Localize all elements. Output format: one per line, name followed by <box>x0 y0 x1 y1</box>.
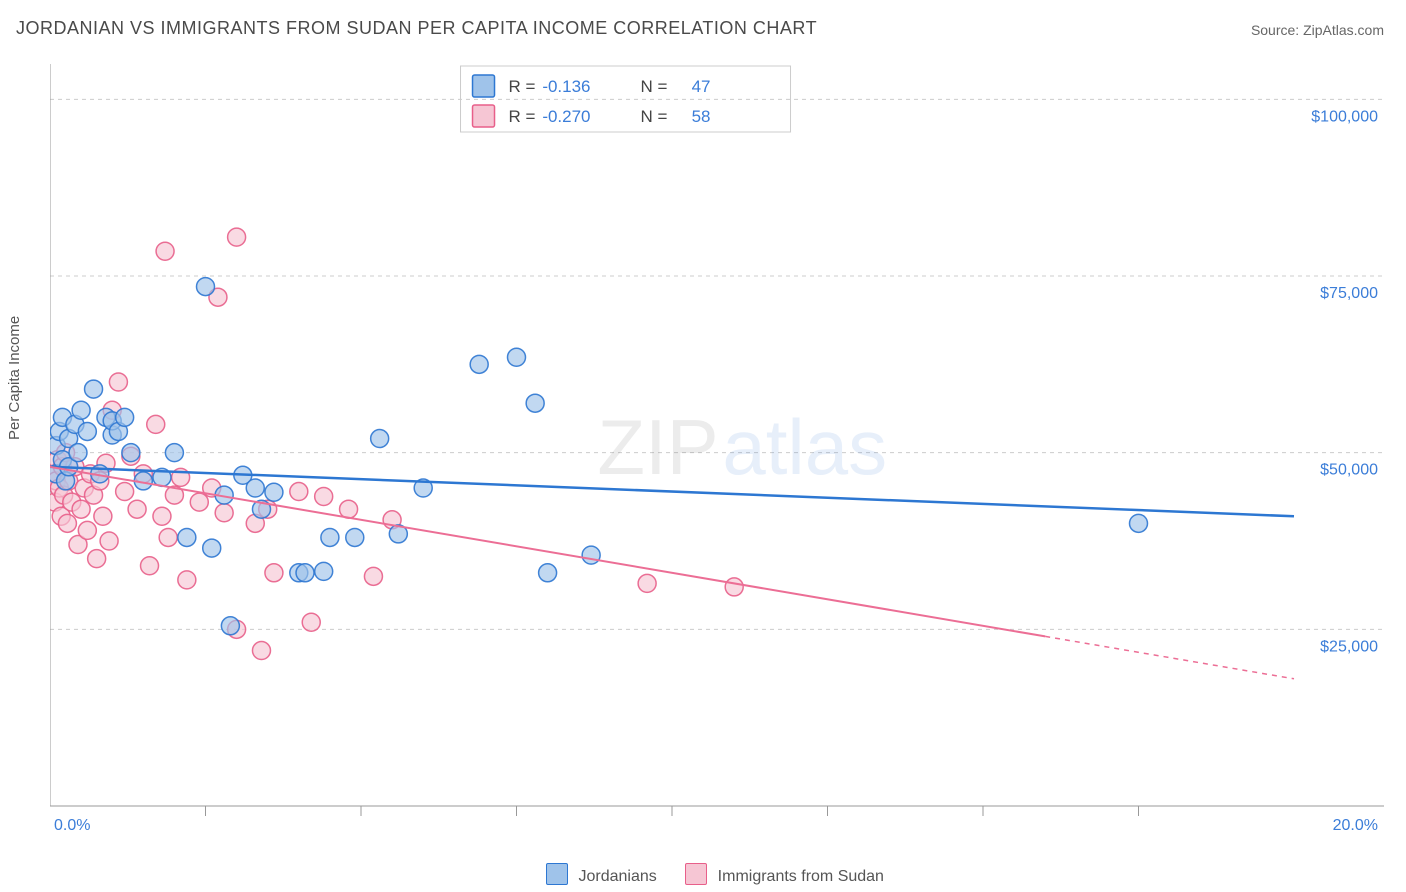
scatter-point-jordanians <box>85 380 103 398</box>
source-label: Source: ZipAtlas.com <box>1251 22 1384 38</box>
scatter-point-jordanians <box>165 444 183 462</box>
chart-title: JORDANIAN VS IMMIGRANTS FROM SUDAN PER C… <box>16 18 817 39</box>
stats-R-label: R = <box>509 77 536 96</box>
trendline-sudan <box>50 467 1045 637</box>
scatter-point-sudan <box>725 578 743 596</box>
scatter-point-jordanians <box>122 444 140 462</box>
scatter-point-jordanians <box>221 617 239 635</box>
scatter-point-sudan <box>58 514 76 532</box>
scatter-point-sudan <box>215 504 233 522</box>
scatter-point-sudan <box>116 483 134 501</box>
trendline-sudan-extrapolated <box>1045 636 1294 678</box>
stats-N-label: N = <box>641 107 668 126</box>
x-label-right: 20.0% <box>1333 817 1378 834</box>
scatter-point-sudan <box>147 415 165 433</box>
scatter-point-jordanians <box>526 394 544 412</box>
legend-swatch-sudan <box>685 863 707 885</box>
scatter-point-jordanians <box>203 539 221 557</box>
scatter-point-jordanians <box>72 401 90 419</box>
scatter-point-sudan <box>88 550 106 568</box>
scatter-point-sudan <box>100 532 118 550</box>
scatter-point-sudan <box>156 242 174 260</box>
scatter-point-jordanians <box>321 528 339 546</box>
scatter-point-sudan <box>128 500 146 518</box>
stats-R-value: -0.136 <box>542 77 590 96</box>
chart-svg: $25,000 $50,000 $75,000 $100,000 0.0% 20.0% ZI… <box>50 54 1384 836</box>
scatter-point-sudan <box>364 567 382 585</box>
scatter-point-sudan <box>290 483 308 501</box>
scatter-point-jordanians <box>296 564 314 582</box>
scatter-point-jordanians <box>315 562 333 580</box>
legend-label-jordanians: Jordanians <box>578 868 656 885</box>
scatter-point-sudan <box>72 500 90 518</box>
scatter-point-jordanians <box>178 528 196 546</box>
scatter-point-sudan <box>228 228 246 246</box>
y-tick-label: $50,000 <box>1320 462 1378 479</box>
stats-swatch <box>473 75 495 97</box>
scatter-point-sudan <box>190 493 208 511</box>
scatter-point-sudan <box>109 373 127 391</box>
scatter-point-jordanians <box>69 444 87 462</box>
y-tick-label: $25,000 <box>1320 638 1378 655</box>
legend-label-sudan: Immigrants from Sudan <box>718 868 884 885</box>
scatter-point-sudan <box>178 571 196 589</box>
scatter-point-sudan <box>78 521 96 539</box>
watermark: ZIP <box>597 403 718 491</box>
scatter-point-jordanians <box>1130 514 1148 532</box>
scatter-point-sudan <box>141 557 159 575</box>
scatter-point-jordanians <box>508 348 526 366</box>
scatter-point-sudan <box>153 507 171 525</box>
stats-R-value: -0.270 <box>542 107 590 126</box>
scatter-point-jordanians <box>78 422 96 440</box>
watermark: atlas <box>722 403 887 491</box>
scatter-point-sudan <box>252 642 270 660</box>
scatter-point-jordanians <box>346 528 364 546</box>
y-axis-label: Per Capita Income <box>6 316 23 440</box>
plot-area: $25,000 $50,000 $75,000 $100,000 0.0% 20.0% ZI… <box>50 54 1384 836</box>
scatter-point-sudan <box>265 564 283 582</box>
bottom-legend: Jordanians Immigrants from Sudan <box>0 863 1406 886</box>
scatter-point-sudan <box>94 507 112 525</box>
stats-N-value: 58 <box>692 107 711 126</box>
scatter-point-sudan <box>302 613 320 631</box>
scatter-point-jordanians <box>197 278 215 296</box>
scatter-point-jordanians <box>371 430 389 448</box>
stats-R-label: R = <box>509 107 536 126</box>
stats-swatch <box>473 105 495 127</box>
scatter-point-sudan <box>315 487 333 505</box>
scatter-point-sudan <box>340 500 358 518</box>
scatter-point-jordanians <box>582 546 600 564</box>
x-label-left: 0.0% <box>54 817 90 834</box>
scatter-point-jordanians <box>539 564 557 582</box>
y-tick-label: $100,000 <box>1311 108 1378 125</box>
scatter-point-jordanians <box>265 483 283 501</box>
scatter-point-jordanians <box>246 479 264 497</box>
stats-N-value: 47 <box>692 77 711 96</box>
scatter-point-sudan <box>638 574 656 592</box>
y-tick-label: $75,000 <box>1320 285 1378 302</box>
scatter-point-jordanians <box>116 408 134 426</box>
scatter-point-sudan <box>159 528 177 546</box>
scatter-point-jordanians <box>470 355 488 373</box>
legend-swatch-jordanians <box>546 863 568 885</box>
stats-N-label: N = <box>641 77 668 96</box>
